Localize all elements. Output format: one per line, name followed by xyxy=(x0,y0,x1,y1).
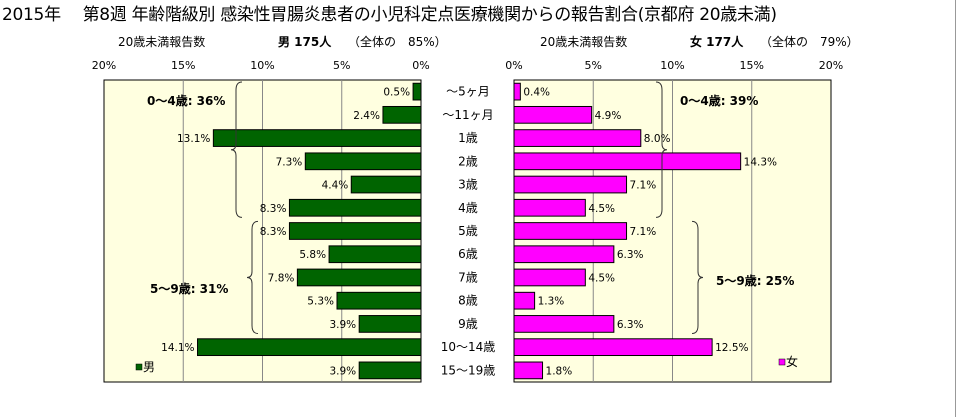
female-bar xyxy=(513,82,521,101)
female-data-label: 12.5% xyxy=(715,342,748,354)
male-legend-label: 男 xyxy=(143,360,155,374)
category-label: 7歳 xyxy=(458,270,478,284)
category-label: 3歳 xyxy=(458,178,478,192)
category-label: ～5ヶ月 xyxy=(446,85,490,99)
female-tick-label: 5% xyxy=(585,59,602,72)
male-data-label: 8.3% xyxy=(260,203,287,215)
female-data-label: 7.1% xyxy=(630,180,657,192)
male-data-label: 7.8% xyxy=(268,272,295,284)
male-bar xyxy=(350,175,422,194)
male-bar xyxy=(296,268,422,287)
female-bar xyxy=(513,222,628,240)
female-annotation-0-4: 0～4歳: 39% xyxy=(680,93,758,108)
female-bar xyxy=(513,245,615,264)
male-data-label: 7.3% xyxy=(276,156,303,168)
category-label: 10～14歳 xyxy=(441,340,496,354)
male-data-label: 4.4% xyxy=(322,180,349,192)
female-bar xyxy=(513,198,586,217)
female-data-label: 0.4% xyxy=(523,87,550,99)
female-data-label: 6.3% xyxy=(617,249,644,261)
category-label: 4歳 xyxy=(458,201,478,215)
male-data-label: 13.1% xyxy=(177,133,210,145)
female-bar xyxy=(513,268,586,287)
male-bar xyxy=(412,82,422,101)
category-label: 6歳 xyxy=(458,247,478,261)
female-data-label: 7.1% xyxy=(630,226,657,238)
male-tick-label: 5% xyxy=(333,59,350,72)
female-legend-swatch xyxy=(778,358,786,366)
male-tick-label: 20% xyxy=(92,59,116,72)
male-data-label: 3.9% xyxy=(329,319,356,331)
female-data-label: 1.3% xyxy=(538,296,565,308)
female-count-label: 20歳未満報告数 xyxy=(540,35,628,49)
male-bar xyxy=(358,361,422,380)
male-data-label: 8.3% xyxy=(260,226,287,238)
female-tick-label: 0% xyxy=(505,59,522,72)
female-bar xyxy=(513,105,593,124)
male-data-label: 5.8% xyxy=(299,249,326,261)
category-label: 5歳 xyxy=(458,224,478,238)
male-tick-label: 15% xyxy=(171,59,195,72)
category-label: 1歳 xyxy=(458,131,478,145)
male-data-label: 5.3% xyxy=(307,296,334,308)
male-bar xyxy=(212,129,422,147)
category-label: 15～19歳 xyxy=(441,363,496,377)
female-bracket-5-9 xyxy=(691,220,704,335)
female-bar xyxy=(513,175,628,194)
male-bar xyxy=(336,291,422,310)
female-bar xyxy=(513,129,642,147)
category-label: 8歳 xyxy=(458,294,478,308)
frame-edge xyxy=(955,0,956,417)
female-legend-label: 女 xyxy=(786,354,798,369)
male-tick-label: 0% xyxy=(412,59,429,72)
chart-title: 2015年 第8週 年齢階級別 感染性胃腸炎患者の小児科定点医療機関からの報告割… xyxy=(2,5,777,25)
male-data-label: 2.4% xyxy=(353,110,380,122)
female-bar xyxy=(513,338,713,357)
male-bar xyxy=(304,152,422,171)
male-legend-swatch xyxy=(135,363,143,371)
female-sex-count: 女 177人 xyxy=(690,35,744,49)
female-data-label: 14.3% xyxy=(744,156,777,168)
male-count-label: 20歳未満報告数 xyxy=(118,35,206,49)
male-bracket-0-4 xyxy=(230,81,243,218)
female-data-label: 6.3% xyxy=(617,319,644,331)
female-bar xyxy=(513,315,615,333)
male-annotation-0-4: 0～4歳: 36% xyxy=(147,93,225,108)
male-ratio: （全体の 85%） xyxy=(348,35,447,49)
male-data-label: 3.9% xyxy=(329,365,356,377)
female-bar xyxy=(513,291,536,310)
category-label: 2歳 xyxy=(458,154,478,168)
female-data-label: 4.5% xyxy=(588,203,615,215)
male-bar xyxy=(382,105,422,124)
category-label: 9歳 xyxy=(458,317,478,331)
female-bar xyxy=(513,152,742,171)
male-bar xyxy=(358,315,422,333)
female-data-label: 8.0% xyxy=(644,133,671,145)
female-data-label: 4.5% xyxy=(588,272,615,284)
male-bar xyxy=(328,245,422,264)
male-tick-label: 10% xyxy=(250,59,274,72)
female-tick-label: 20% xyxy=(819,59,843,72)
female-tick-label: 15% xyxy=(740,59,764,72)
category-label: ～11ヶ月 xyxy=(442,108,493,122)
male-data-label: 14.1% xyxy=(161,342,194,354)
male-bracket-5-9 xyxy=(246,220,259,335)
male-sex-count: 男 175人 xyxy=(278,35,332,49)
male-annotation-5-9: 5～9歳: 31% xyxy=(150,281,228,296)
male-bar xyxy=(288,222,422,240)
female-bracket-0-4 xyxy=(655,81,668,218)
female-ratio: （全体の 79%） xyxy=(760,35,859,49)
female-tick-label: 10% xyxy=(660,59,684,72)
male-bar xyxy=(197,338,422,357)
female-data-label: 4.9% xyxy=(595,110,622,122)
male-bar xyxy=(288,198,422,217)
female-data-label: 1.8% xyxy=(546,365,573,377)
male-data-label: 0.5% xyxy=(383,87,410,99)
female-bar xyxy=(513,361,544,380)
female-annotation-5-9: 5～9歳: 25% xyxy=(716,273,794,288)
